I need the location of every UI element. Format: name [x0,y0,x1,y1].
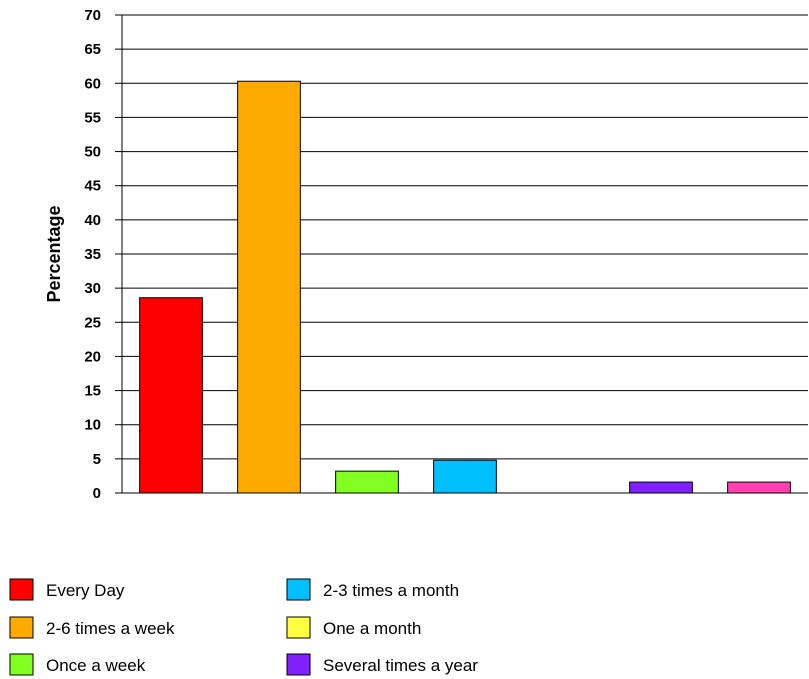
y-tick-label: 70 [84,7,101,24]
legend-label: Several times a year [323,656,478,675]
bar [433,459,497,494]
y-tick-label: 0 [93,485,101,502]
y-tick-label: 65 [84,41,101,58]
y-axis-title: Percentage [44,205,64,302]
legend-label: 2-6 times a week [46,619,175,638]
legend-label: 2-3 times a month [323,581,459,600]
y-tick-label: 15 [84,383,101,400]
bar [335,470,399,494]
gridlines [122,14,808,460]
y-tick-labels: 0 5 10 15 20 25 30 35 40 45 50 55 60 65 70 [84,7,101,502]
legend: Every Day 2-6 times a week Once a week 2-3 … [9,578,478,676]
axes [115,14,808,494]
legend-swatch [286,578,311,601]
legend-label: One a month [323,619,421,638]
legend-swatch [9,616,34,639]
y-tick-label: 30 [84,280,101,297]
legend-swatch [286,653,311,676]
bar [629,481,693,494]
legend-swatch [9,578,34,601]
bars [139,80,791,494]
y-tick-label: 40 [84,212,101,229]
legend-label: Every Day [46,581,125,600]
bar [139,297,203,494]
bar [237,80,301,494]
legend-swatch [9,653,34,676]
legend-swatch [286,616,311,639]
y-tick-label: 20 [84,348,101,365]
y-tick-label: 55 [84,109,101,126]
bar [727,481,791,494]
y-tick-label: 60 [84,75,101,92]
y-tick-label: 35 [84,246,101,263]
y-tick-label: 45 [84,178,101,195]
y-tick-label: 5 [93,451,101,468]
legend-label: Once a week [46,656,146,675]
y-tick-label: 25 [84,314,101,331]
y-tick-label: 50 [84,144,101,161]
y-tick-label: 10 [84,417,101,434]
